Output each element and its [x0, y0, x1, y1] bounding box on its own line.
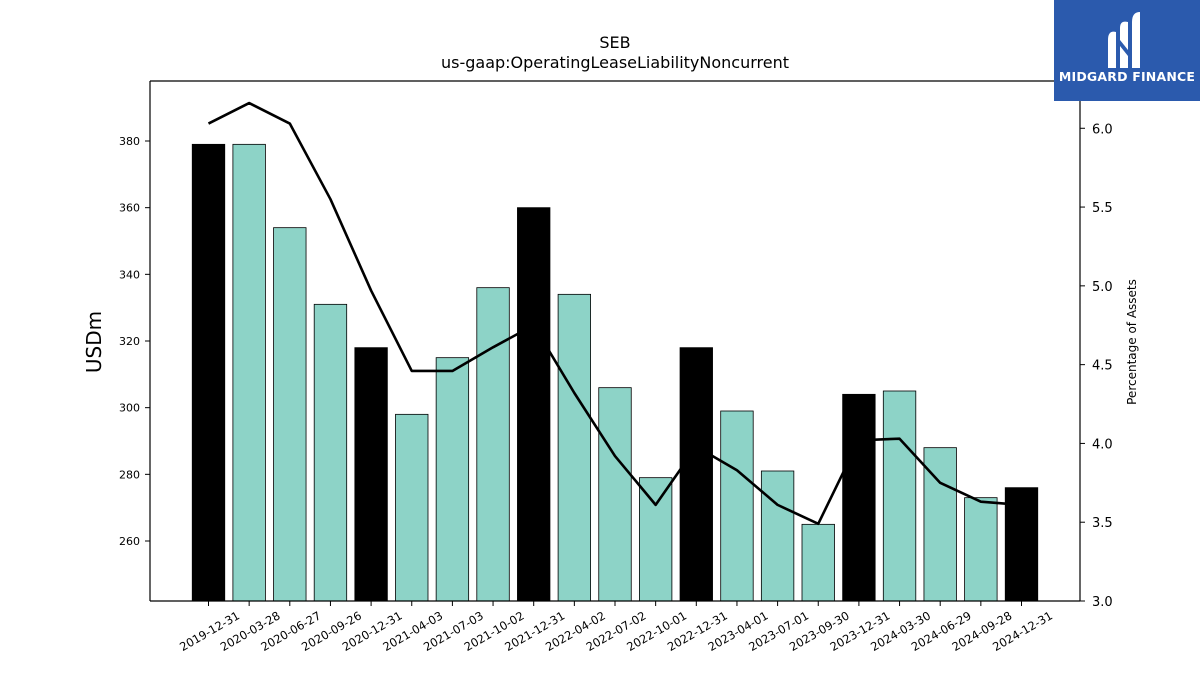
- y2-tick-label: 3.0: [1092, 595, 1113, 610]
- bar: [354, 347, 388, 602]
- bar: [679, 347, 713, 602]
- bar: [639, 477, 673, 602]
- y-tick-label: 340: [119, 268, 140, 281]
- bar: [720, 410, 754, 602]
- bar: [557, 293, 591, 602]
- bar: [232, 143, 266, 602]
- y2-axis-label: Percentage of Assets: [1125, 279, 1139, 405]
- y-tick-label: 280: [119, 468, 140, 481]
- bar-series: [191, 143, 1039, 602]
- bar: [517, 207, 551, 602]
- logo-mark-icon: [1108, 12, 1140, 69]
- bar: [476, 287, 510, 602]
- bar: [598, 387, 632, 602]
- chart-title: SEB: [599, 33, 630, 52]
- y-tick-label: 360: [119, 202, 140, 215]
- y-tick-label: 260: [119, 535, 140, 548]
- y-axis-label: USDm: [82, 311, 106, 373]
- y2-tick-label: 5.5: [1092, 201, 1113, 216]
- percentage-line: [207, 101, 1022, 526]
- chart-subtitle: us-gaap:OperatingLeaseLiabilityNoncurren…: [441, 53, 789, 72]
- bar: [435, 357, 470, 602]
- y2-tick-label: 3.5: [1092, 516, 1113, 531]
- y-tick-label: 300: [119, 402, 140, 415]
- bar: [395, 413, 429, 602]
- brand-name: MIDGARD FINANCE: [1058, 69, 1196, 84]
- brand-logo: MIDGARD FINANCE: [1054, 0, 1200, 101]
- percentage-line-series: [207, 101, 1022, 526]
- bar: [882, 390, 917, 602]
- bar: [760, 470, 795, 602]
- y2-tick-label: 6.0: [1092, 122, 1113, 137]
- y2-tick-label: 5.0: [1092, 280, 1113, 295]
- bar: [801, 523, 835, 602]
- bar: [842, 393, 876, 602]
- y-tick-label: 380: [119, 135, 140, 148]
- bar: [273, 227, 307, 602]
- bar: [1004, 487, 1039, 602]
- bar: [964, 497, 998, 602]
- y2-tick-label: 4.0: [1092, 437, 1113, 452]
- y-tick-label: 320: [119, 335, 140, 348]
- bar: [313, 303, 348, 602]
- bar: [923, 447, 957, 602]
- bar: [191, 143, 226, 602]
- y2-tick-label: 4.5: [1092, 359, 1113, 374]
